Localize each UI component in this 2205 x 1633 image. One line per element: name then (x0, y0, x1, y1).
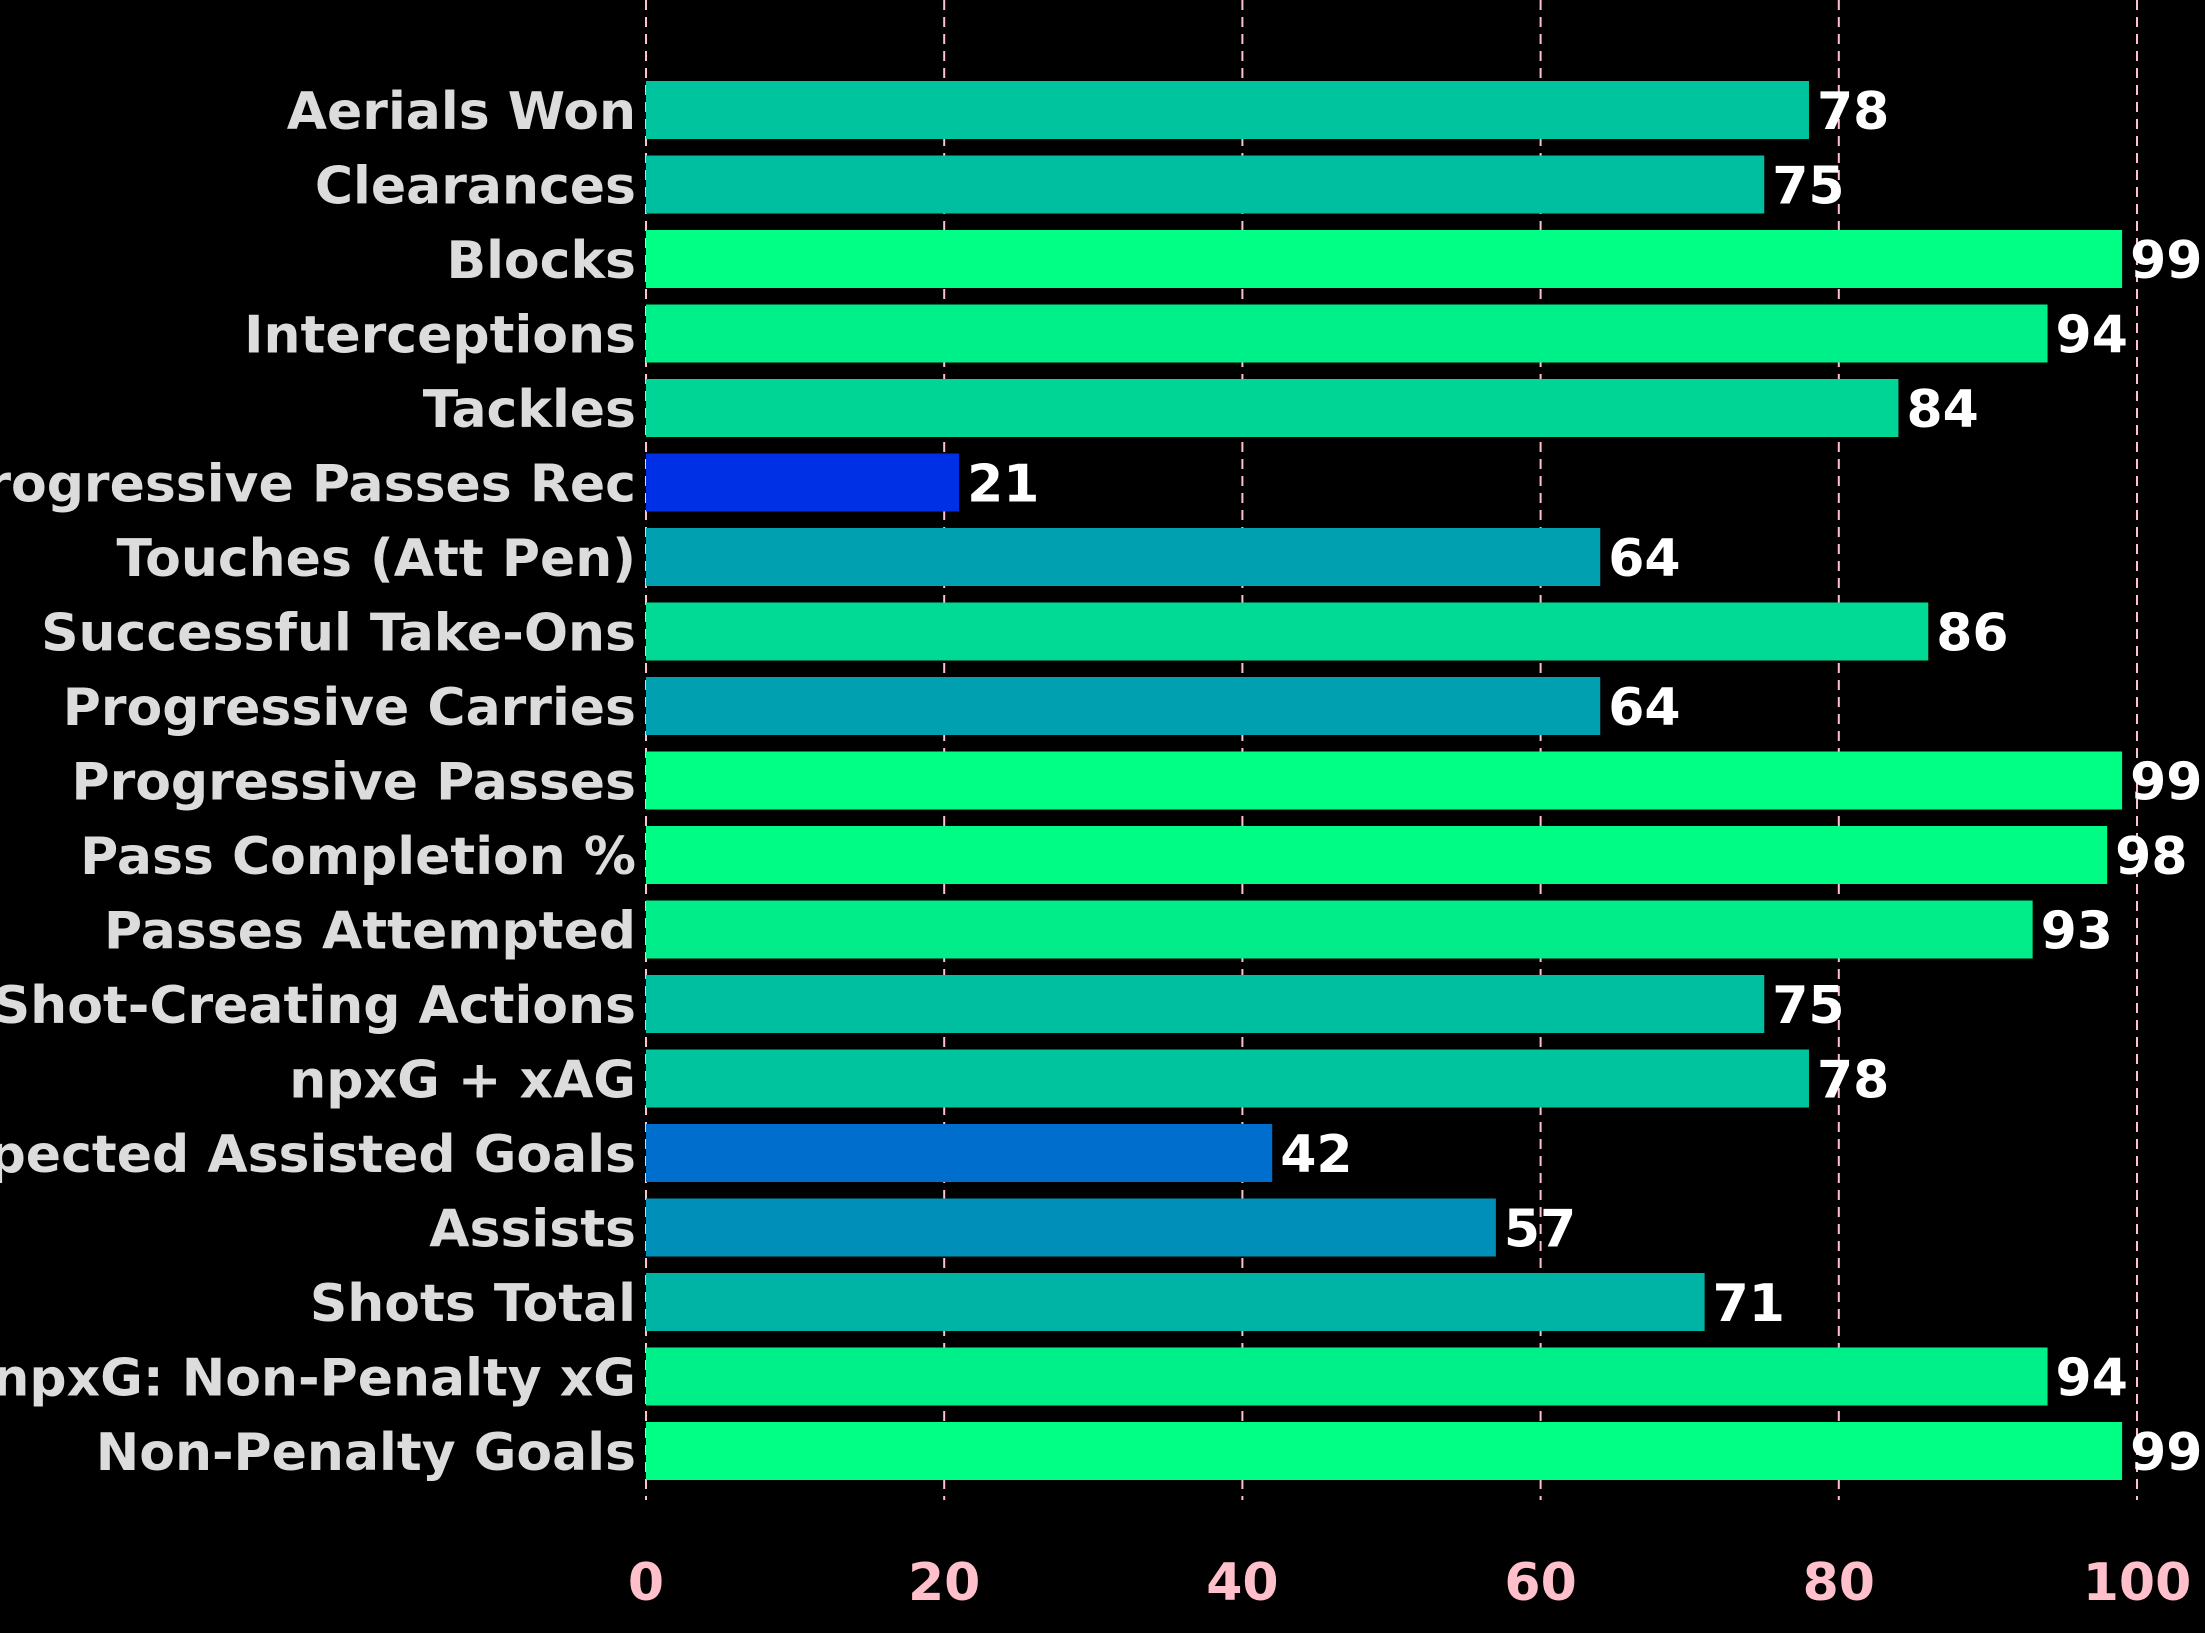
bar-npxg-non-penalty-xg (646, 1347, 2048, 1406)
x-tick-label-60: 60 (1504, 1553, 1576, 1613)
value-label-pass-completion: 98 (2115, 827, 2187, 887)
value-label-progressive-passes-rec: 21 (967, 455, 1039, 515)
bar-npxg-xag (646, 1049, 1809, 1108)
bar-progressive-passes (646, 751, 2123, 810)
value-label-progressive-passes: 99 (2130, 753, 2202, 813)
category-label-clearances: Clearances (315, 157, 636, 217)
category-label-shots-total: Shots Total (310, 1274, 636, 1334)
bar-shots-total (646, 1273, 1705, 1331)
category-label-interceptions: Interceptions (244, 306, 636, 366)
category-label-non-penalty-goals: Non-Penalty Goals (96, 1423, 636, 1483)
value-label-clearances: 75 (1772, 157, 1844, 217)
category-label-xag-expected-assisted-goals: xAG: Expected Assisted Goals (0, 1125, 636, 1185)
category-label-passes-attempted: Passes Attempted (104, 902, 636, 962)
bar-non-penalty-goals (646, 1422, 2123, 1480)
value-label-touches-att-pen: 64 (1608, 529, 1680, 589)
value-label-aerials-won: 78 (1817, 82, 1889, 142)
category-label-tackles: Tackles (423, 380, 636, 440)
bar-shot-creating-actions (646, 975, 1765, 1033)
value-label-successful-take-ons: 86 (1936, 604, 2008, 664)
category-label-pass-completion: Pass Completion % (80, 827, 636, 887)
x-axis-tick-layer: 0 20 40 60 80 100 (628, 1553, 2191, 1613)
value-label-assists: 57 (1504, 1200, 1576, 1260)
value-label-shots-total: 71 (1713, 1274, 1785, 1334)
x-tick-label-80: 80 (1803, 1553, 1875, 1613)
bar-passes-attempted (646, 900, 2033, 959)
x-tick-label-20: 20 (908, 1553, 980, 1613)
value-label-interceptions: 94 (2056, 306, 2128, 366)
value-label-blocks: 99 (2130, 231, 2202, 291)
category-label-npxg-non-penalty-xg: npxG: Non-Penalty xG (0, 1349, 636, 1409)
value-label-shot-creating-actions: 75 (1772, 976, 1844, 1036)
bar-layer (646, 81, 2123, 1480)
bar-progressive-passes-rec (646, 453, 960, 512)
x-tick-label-40: 40 (1206, 1553, 1278, 1613)
bar-assists (646, 1198, 1496, 1257)
bar-pass-completion (646, 826, 2108, 884)
value-label-progressive-carries: 64 (1608, 678, 1680, 738)
category-label-touches-att-pen: Touches (Att Pen) (117, 529, 636, 589)
category-label-shot-creating-actions: Shot-Creating Actions (0, 976, 636, 1036)
value-label-passes-attempted: 93 (2041, 902, 2113, 962)
value-label-npxg-xag: 78 (1817, 1051, 1889, 1111)
value-label-xag-expected-assisted-goals: 42 (1280, 1125, 1352, 1185)
x-tick-label-0: 0 (628, 1553, 664, 1613)
category-label-assists: Assists (429, 1200, 636, 1260)
x-tick-label-100: 100 (2083, 1553, 2192, 1613)
bar-interceptions (646, 304, 2048, 363)
bar-successful-take-ons (646, 602, 1929, 661)
bar-clearances (646, 155, 1765, 214)
category-label-layer: Aerials Won Clearances Blocks Interceptions… (0, 82, 636, 1483)
bar-touches-att-pen (646, 528, 1601, 586)
bar-blocks (646, 230, 2123, 288)
category-label-progressive-passes-rec: Progressive Passes Rec (0, 455, 636, 515)
bar-tackles (646, 379, 1899, 437)
category-label-progressive-passes: Progressive Passes (71, 753, 636, 813)
bar-aerials-won (646, 81, 1809, 139)
bar-progressive-carries (646, 677, 1601, 735)
category-label-aerials-won: Aerials Won (287, 82, 636, 142)
category-label-successful-take-ons: Successful Take-Ons (41, 604, 636, 664)
bar-xag-expected-assisted-goals (646, 1124, 1273, 1182)
category-label-npxg-xag: npxG + xAG (289, 1051, 636, 1111)
category-label-progressive-carries: Progressive Carries (63, 678, 636, 738)
value-label-tackles: 84 (1906, 380, 1978, 440)
category-label-blocks: Blocks (446, 231, 636, 291)
value-label-npxg-non-penalty-xg: 94 (2056, 1349, 2128, 1409)
value-label-non-penalty-goals: 99 (2130, 1423, 2202, 1483)
